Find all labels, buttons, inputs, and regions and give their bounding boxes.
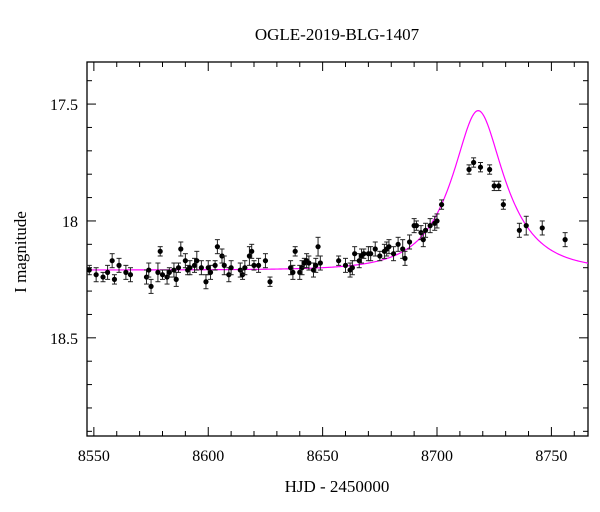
data-point — [155, 269, 161, 275]
data-point — [178, 246, 184, 252]
data-point — [471, 159, 477, 166]
data-point — [438, 201, 445, 208]
y-tick-label: 17.5 — [50, 97, 78, 114]
data-point — [395, 241, 401, 247]
data-point — [372, 246, 378, 252]
data-point — [562, 237, 568, 243]
data-point — [487, 166, 493, 173]
data-point — [313, 262, 319, 268]
y-axis-label: I magnitude — [11, 211, 30, 293]
data-point — [221, 262, 227, 268]
plot-area: 8550 8600 8650 8700 8750 17.5 18 18.5 — [50, 61, 589, 465]
data-point — [491, 183, 497, 189]
x-axis-label: HJD - 2450000 — [285, 477, 390, 496]
data-point — [500, 201, 506, 208]
y-tick-label: 18.5 — [50, 331, 78, 348]
x-tick-label: 8700 — [421, 448, 453, 465]
data-point — [182, 258, 188, 264]
data-point — [198, 265, 204, 271]
data-point — [148, 283, 154, 289]
data-point — [420, 237, 426, 243]
data-point — [427, 223, 433, 229]
data-point — [249, 248, 255, 254]
data-point — [187, 265, 193, 271]
data-point — [386, 244, 392, 250]
data-point — [267, 279, 273, 285]
data-point — [368, 251, 374, 257]
data-point — [262, 258, 269, 264]
data-point — [111, 276, 118, 282]
data-point — [203, 279, 209, 285]
data-point — [100, 274, 106, 280]
data-point — [310, 267, 317, 273]
x-tick-label: 8550 — [78, 448, 110, 465]
data-point — [175, 265, 182, 271]
data-point — [86, 267, 92, 273]
data-point — [159, 272, 166, 278]
data-point — [523, 223, 529, 229]
data-point — [123, 269, 129, 275]
data-point — [146, 267, 152, 273]
x-tick-label: 8600 — [192, 448, 224, 465]
data-point — [434, 218, 440, 224]
data-point — [104, 269, 111, 275]
data-point — [242, 265, 248, 271]
data-point — [422, 227, 429, 233]
data-point — [109, 258, 115, 264]
data-point — [406, 239, 413, 245]
data-point — [336, 258, 342, 264]
data-point — [400, 246, 406, 252]
data-point — [116, 262, 122, 268]
data-point — [413, 223, 420, 229]
data-point — [390, 251, 397, 257]
data-point — [306, 260, 312, 266]
data-point — [255, 262, 262, 268]
x-tick-label: 8750 — [535, 448, 567, 465]
data-point — [317, 260, 323, 266]
data-point — [292, 248, 298, 254]
data-point — [212, 262, 218, 268]
data-point — [173, 276, 179, 282]
data-point — [342, 262, 349, 268]
data-point — [214, 244, 220, 250]
data-point — [402, 255, 408, 261]
data-point — [205, 265, 211, 271]
data-point — [349, 265, 355, 271]
data-point — [361, 251, 367, 257]
data-point — [377, 253, 383, 259]
data-point — [477, 164, 484, 170]
x-tick-label: 8650 — [307, 448, 339, 465]
data-point — [166, 269, 172, 275]
data-point — [496, 183, 502, 189]
data-point — [246, 253, 253, 259]
data-point — [288, 265, 294, 271]
data-point — [539, 225, 545, 231]
data-point — [315, 244, 321, 250]
data-point — [290, 269, 296, 275]
model-curve — [86, 110, 589, 271]
data-point — [93, 272, 99, 278]
data-point — [251, 262, 257, 268]
data-point — [157, 248, 163, 254]
data-point — [171, 267, 177, 273]
data-point — [356, 258, 362, 264]
data-point — [466, 166, 472, 173]
data-point — [194, 258, 200, 264]
data-point — [297, 269, 303, 275]
data-point — [127, 272, 134, 278]
chart-title: OGLE-2019-BLG-1407 — [255, 25, 420, 44]
plot-frame — [86, 61, 589, 437]
data-point — [207, 269, 214, 275]
data-point — [352, 251, 358, 257]
data-point — [191, 262, 198, 268]
y-tick-label: 18 — [62, 214, 78, 231]
data-point — [228, 265, 234, 271]
data-point — [516, 227, 522, 233]
